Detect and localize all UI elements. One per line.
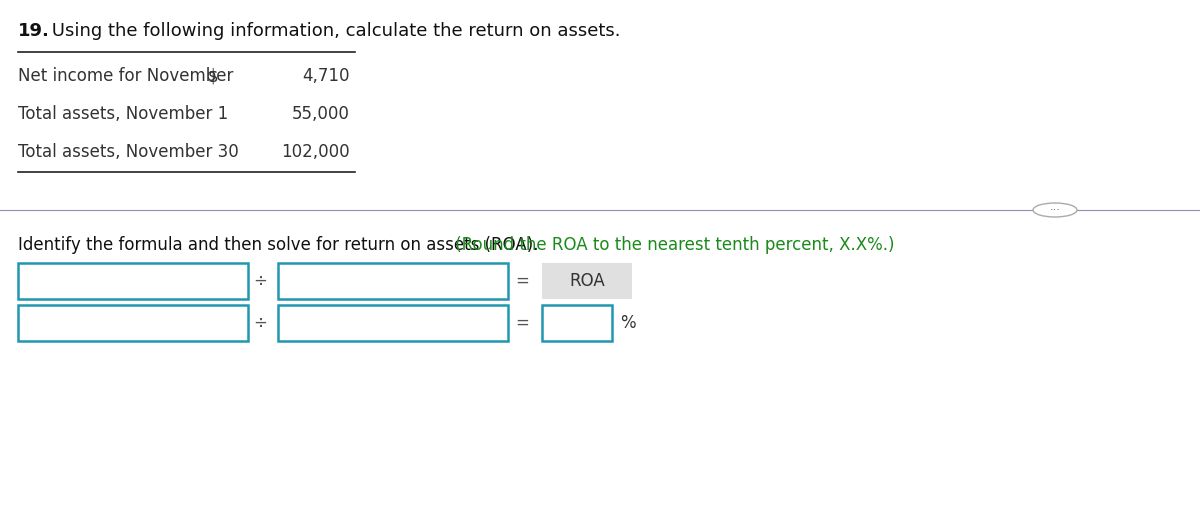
- Text: Total assets, November 30: Total assets, November 30: [18, 143, 239, 161]
- Text: Total assets, November 1: Total assets, November 1: [18, 105, 228, 123]
- Text: =: =: [515, 314, 529, 332]
- Text: (Round the ROA to the nearest tenth percent, X.X%.): (Round the ROA to the nearest tenth perc…: [450, 236, 894, 254]
- Text: $: $: [208, 67, 218, 85]
- Text: Identify the formula and then solve for return on assets (ROA).: Identify the formula and then solve for …: [18, 236, 539, 254]
- Text: ÷: ÷: [253, 272, 266, 290]
- Text: ···: ···: [1050, 205, 1061, 215]
- FancyBboxPatch shape: [18, 305, 248, 341]
- Ellipse shape: [1033, 203, 1078, 217]
- Text: =: =: [515, 272, 529, 290]
- FancyBboxPatch shape: [542, 263, 632, 299]
- Text: 4,710: 4,710: [302, 67, 350, 85]
- FancyBboxPatch shape: [278, 263, 508, 299]
- FancyBboxPatch shape: [542, 305, 612, 341]
- Text: Using the following information, calculate the return on assets.: Using the following information, calcula…: [46, 22, 620, 40]
- Text: 19.: 19.: [18, 22, 50, 40]
- Text: ÷: ÷: [253, 314, 266, 332]
- Text: 102,000: 102,000: [281, 143, 350, 161]
- Text: ROA: ROA: [569, 272, 605, 290]
- FancyBboxPatch shape: [278, 305, 508, 341]
- Text: Net income for November: Net income for November: [18, 67, 233, 85]
- Text: 55,000: 55,000: [292, 105, 350, 123]
- Text: %: %: [620, 314, 636, 332]
- FancyBboxPatch shape: [18, 263, 248, 299]
